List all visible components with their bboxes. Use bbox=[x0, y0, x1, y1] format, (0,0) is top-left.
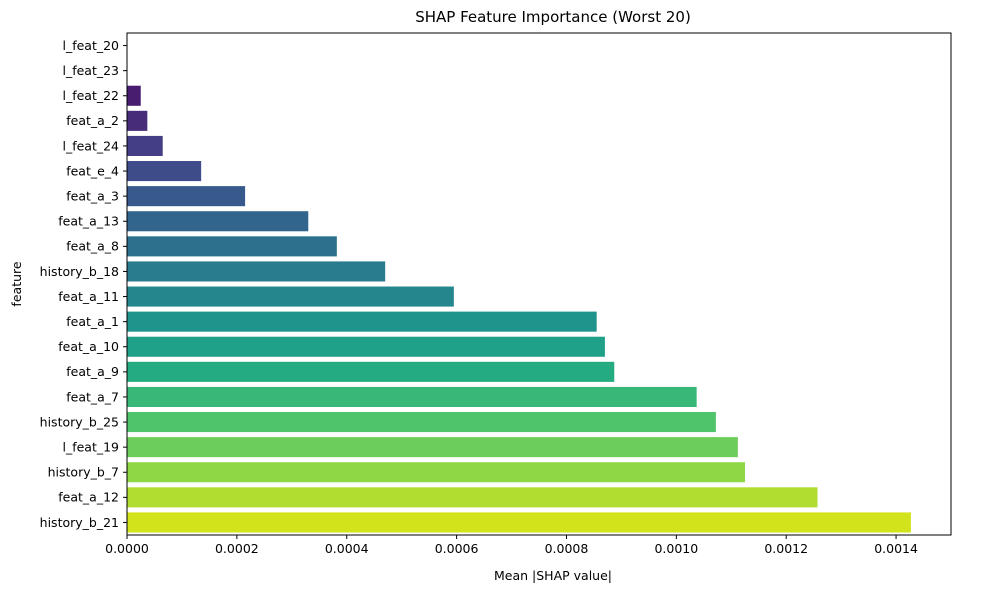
y-tick-label: feat_a_13 bbox=[58, 214, 119, 229]
x-tick-label: 0.0012 bbox=[764, 541, 808, 556]
y-tick-label: feat_a_2 bbox=[66, 113, 119, 128]
bar-feat_a_2 bbox=[127, 110, 148, 131]
bar-history_b_25 bbox=[127, 412, 716, 433]
bar-history_b_7 bbox=[127, 462, 745, 483]
x-axis-label: Mean |SHAP value| bbox=[494, 568, 612, 583]
bar-history_b_18 bbox=[127, 261, 386, 282]
y-tick-label: feat_a_10 bbox=[58, 339, 119, 354]
bar-feat_a_10 bbox=[127, 336, 605, 357]
y-tick-label: history_b_21 bbox=[40, 515, 119, 530]
y-tick-label: feat_a_8 bbox=[66, 239, 119, 254]
x-tick-label: 0.0008 bbox=[545, 541, 589, 556]
bar-feat_a_3 bbox=[127, 186, 246, 207]
y-tick-label: feat_a_12 bbox=[58, 490, 119, 505]
y-tick-label: feat_a_9 bbox=[66, 364, 119, 379]
bars-group bbox=[127, 85, 911, 533]
y-tick-label: l_feat_22 bbox=[62, 88, 119, 103]
y-tick-label: feat_a_7 bbox=[66, 389, 119, 404]
x-tick-label: 0.0004 bbox=[325, 541, 369, 556]
x-tick-label: 0.0014 bbox=[874, 541, 918, 556]
y-tick-label: history_b_18 bbox=[40, 264, 119, 279]
bar-feat_a_7 bbox=[127, 386, 697, 407]
y-axis-label: feature bbox=[9, 261, 24, 306]
y-tick-label: feat_a_1 bbox=[66, 314, 119, 329]
x-tick-label: 0.0000 bbox=[105, 541, 149, 556]
bar-feat_a_9 bbox=[127, 361, 615, 382]
x-tick-label: 0.0010 bbox=[654, 541, 698, 556]
y-tick-label: l_feat_20 bbox=[62, 38, 119, 53]
y-tick-label: l_feat_24 bbox=[62, 138, 119, 153]
x-tick-label: 0.0002 bbox=[215, 541, 259, 556]
y-tick-label: feat_a_3 bbox=[66, 189, 119, 204]
bar-feat_a_8 bbox=[127, 236, 337, 257]
bar-l_feat_19 bbox=[127, 437, 738, 458]
bar-l_feat_22 bbox=[127, 85, 141, 106]
bar-history_b_21 bbox=[127, 512, 911, 533]
y-tick-label: feat_a_11 bbox=[58, 289, 119, 304]
bar-feat_a_1 bbox=[127, 311, 597, 332]
x-tick-label: 0.0006 bbox=[435, 541, 479, 556]
bar-l_feat_24 bbox=[127, 135, 163, 156]
bar-feat_a_11 bbox=[127, 286, 454, 307]
plot-frame bbox=[126, 32, 952, 536]
y-axis-ticks: l_feat_20 l_feat_23 l_feat_22 feat_a_2 l_fea… bbox=[40, 38, 127, 530]
x-axis-ticks: 0.0000 0.0002 0.0004 0.0006 0.0008 0.0010 0.00… bbox=[105, 535, 918, 556]
y-tick-label: l_feat_23 bbox=[62, 63, 119, 78]
bar-feat_a_12 bbox=[127, 487, 818, 508]
chart-title: SHAP Feature Importance (Worst 20) bbox=[415, 8, 691, 26]
y-tick-label: history_b_7 bbox=[48, 465, 119, 480]
bar-feat_a_13 bbox=[127, 211, 309, 232]
y-tick-label: history_b_25 bbox=[40, 414, 119, 429]
y-tick-label: feat_e_4 bbox=[66, 163, 119, 178]
y-tick-label: l_feat_19 bbox=[62, 440, 119, 455]
bar-feat_e_4 bbox=[127, 161, 202, 182]
